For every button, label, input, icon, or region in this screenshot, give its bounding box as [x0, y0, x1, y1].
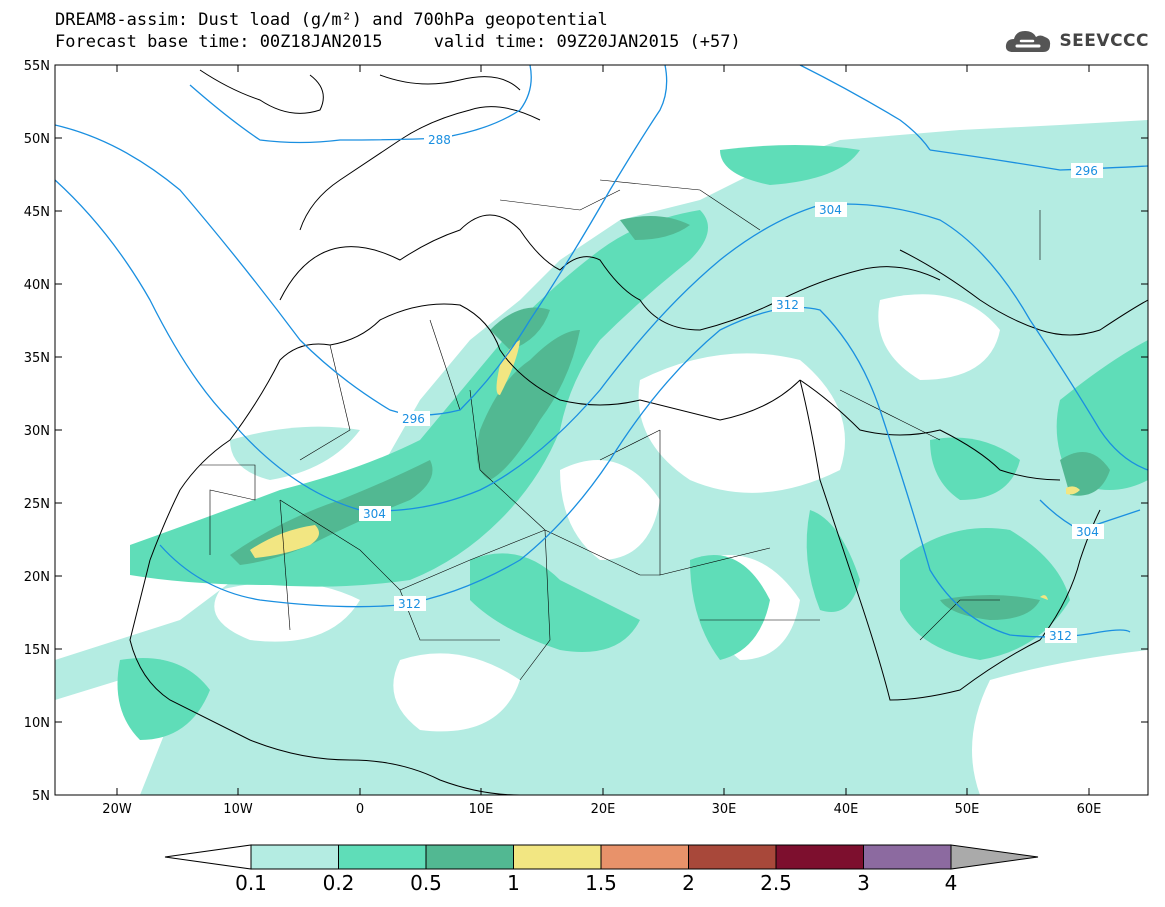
lat-label: 5N: [32, 789, 50, 804]
contour-label-296-east: 296: [1075, 164, 1098, 178]
colorbar-segment: [513, 844, 602, 870]
colorbar-label: 2.5: [760, 871, 792, 895]
lat-label: 30N: [24, 424, 50, 439]
colorbar-segment: [338, 844, 427, 870]
lat-label: 25N: [24, 497, 50, 512]
contour-labels: 288 296 304 312 296 304 312 304 312: [359, 132, 1104, 643]
contour-296-east: [929, 149, 1148, 171]
lon-label: 50E: [955, 802, 980, 817]
lon-label: 20W: [102, 802, 132, 817]
colorbar-label: 1.5: [585, 871, 617, 895]
contour-312: [159, 306, 1131, 638]
contour-288: [189, 65, 532, 144]
lat-label: 45N: [24, 205, 50, 220]
dust-shading-medium: [117, 145, 1148, 740]
lon-label: 60E: [1077, 802, 1102, 817]
colorbar-label: 0.2: [323, 871, 355, 895]
colorbar-segment: [863, 844, 952, 870]
lat-label: 10N: [24, 716, 50, 731]
contour-coast-lines: [799, 65, 931, 151]
colorbar-over-triangle: [950, 844, 1039, 870]
cloud-logo-icon: [1006, 31, 1051, 52]
colorbar-segment: [250, 844, 339, 870]
contour-label-288: 288: [428, 133, 451, 147]
longitude-axis: [116, 65, 1090, 795]
contour-label-304-gulf: 304: [1076, 525, 1099, 539]
latitude-labels: 55N 50N 45N 40N 35N 30N 25N 20N 15N 10N …: [24, 59, 50, 804]
seevccc-logo: SEEVCCC: [1003, 26, 1149, 56]
colorbar-segment: [688, 844, 777, 870]
colorbar: 0.1 0.2 0.5 1 1.5 2 2.5 3 4: [164, 844, 1039, 895]
longitude-labels: 20W 10W 0 10E 20E 30E 40E 50E 60E: [102, 802, 1101, 817]
colorbar-label: 0.1: [235, 871, 267, 895]
logo-text: SEEVCCC: [1059, 31, 1149, 51]
colorbar-label: 2: [682, 871, 695, 895]
dust-shading-high: [250, 340, 1080, 600]
contour-label-296: 296: [402, 412, 425, 426]
lon-label: 30E: [712, 802, 737, 817]
colorbar-segment: [775, 844, 864, 870]
lat-label: 15N: [24, 643, 50, 658]
colorbar-under-triangle: [164, 844, 252, 870]
lon-label: 10E: [469, 802, 494, 817]
contour-label-304-east: 304: [819, 203, 842, 217]
contour-label-312-east: 312: [776, 298, 799, 312]
forecast-time-subtitle: Forecast base time: 00Z18JAN2015 valid t…: [55, 32, 741, 52]
colorbar-label: 3: [857, 871, 870, 895]
colorbar-segment: [600, 844, 689, 870]
lat-label: 50N: [24, 132, 50, 147]
contour-label-312: 312: [398, 597, 421, 611]
country-borders: [200, 179, 1041, 681]
geopotential-contours: [55, 65, 1148, 638]
lat-label: 55N: [24, 59, 50, 74]
colorbar-label: 0.5: [410, 871, 442, 895]
lat-label: 35N: [24, 351, 50, 366]
lat-label: 20N: [24, 570, 50, 585]
lon-label: 0: [356, 802, 364, 817]
colorbar-label: 1: [507, 871, 520, 895]
latitude-axis: [55, 64, 1148, 796]
lat-label: 40N: [24, 278, 50, 293]
contour-296-west: [55, 65, 668, 416]
lon-label: 10W: [223, 802, 253, 817]
lon-label: 40E: [834, 802, 859, 817]
contour-label-304: 304: [363, 507, 386, 521]
contour-304: [55, 179, 1148, 512]
colorbar-label: 4: [945, 871, 958, 895]
contour-label-312-arabia: 312: [1049, 629, 1072, 643]
coastlines: [129, 69, 1148, 795]
map-title: DREAM8-assim: Dust load (g/m²) and 700hP…: [55, 10, 608, 30]
lon-label: 20E: [591, 802, 616, 817]
colorbar-segment: [425, 844, 514, 870]
